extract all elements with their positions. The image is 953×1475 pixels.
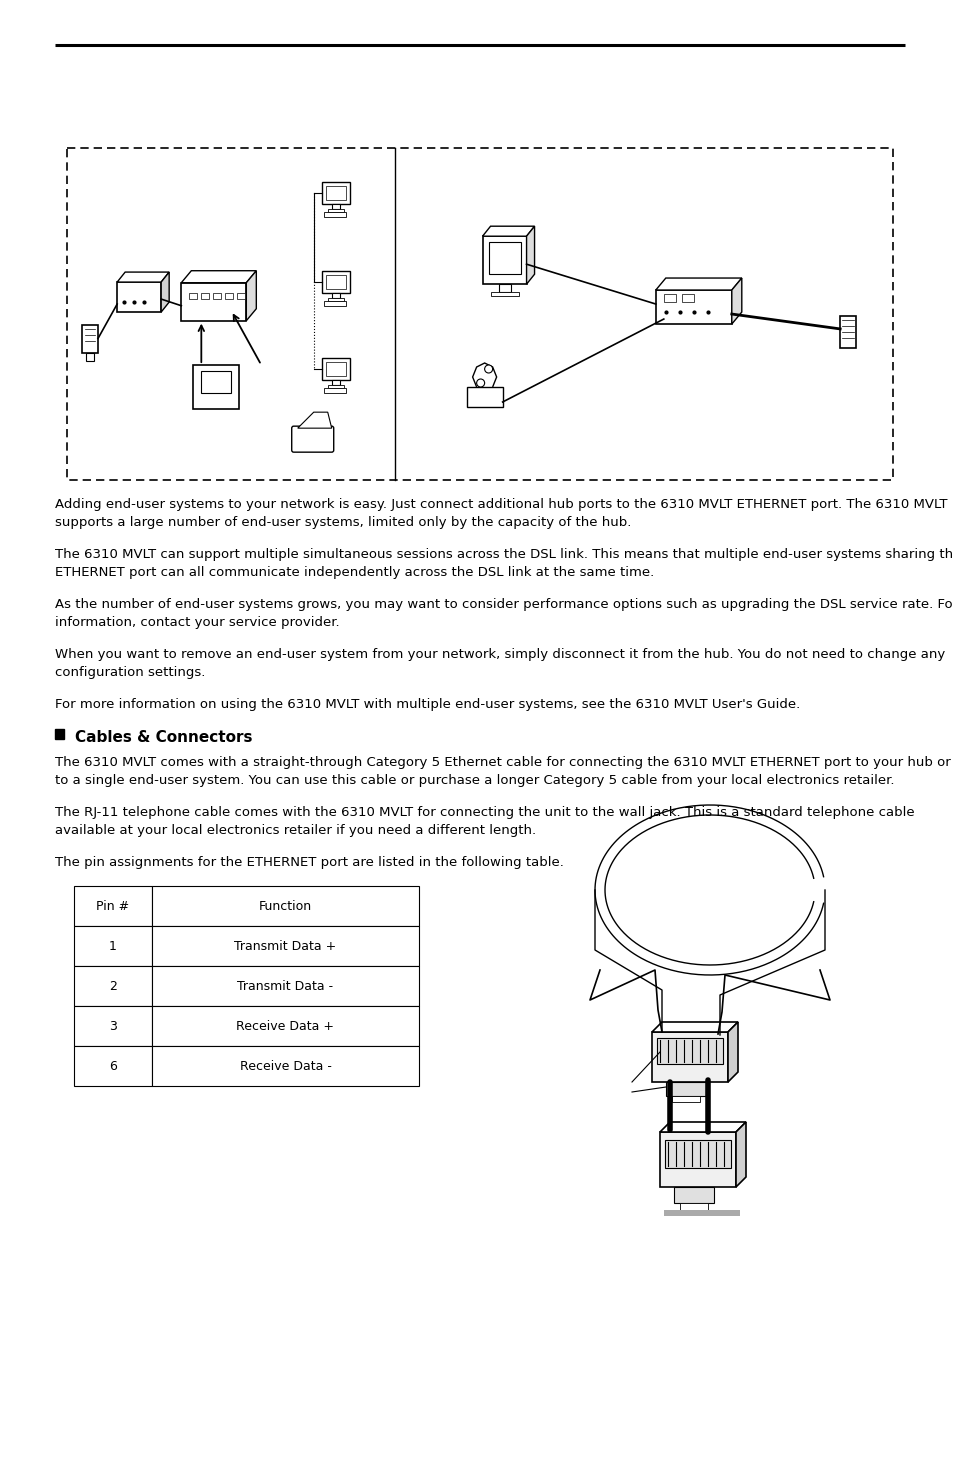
Bar [326, 276, 346, 289]
Bar [74, 966, 152, 1006]
Bar [324, 301, 346, 307]
Text: Adding end-user systems to your network is easy. Just connect additional hub por: Adding end-user systems to your network … [55, 499, 946, 510]
Bar [840, 316, 855, 348]
Text: Transmit Data +: Transmit Data + [234, 940, 336, 953]
Bar [152, 926, 418, 966]
Bar [74, 886, 152, 926]
Text: The 6310 MVLT comes with a straight-through Category 5 Ethernet cable for connec: The 6310 MVLT comes with a straight-thro… [55, 757, 950, 768]
Bar [657, 1038, 722, 1063]
Bar [321, 358, 350, 379]
Bar [152, 966, 418, 1006]
Bar [671, 1096, 700, 1102]
Bar [328, 385, 344, 388]
Bar [225, 292, 233, 299]
Bar [466, 386, 502, 407]
Bar [117, 282, 161, 313]
Text: As the number of end-user systems grows, you may want to consider performance op: As the number of end-user systems grows,… [55, 597, 953, 611]
Text: 6: 6 [109, 1059, 117, 1072]
Text: Receive Data -: Receive Data - [239, 1059, 331, 1072]
Bar [324, 388, 346, 392]
Bar [482, 236, 526, 285]
Bar [152, 886, 418, 926]
Bar [332, 294, 339, 298]
Bar [332, 204, 339, 209]
Text: The RJ-11 telephone cable comes with the 6310 MVLT for connecting the unit to th: The RJ-11 telephone cable comes with the… [55, 805, 914, 819]
Text: 3: 3 [109, 1019, 117, 1032]
Text: For more information on using the 6310 MVLT with multiple end-user systems, see : For more information on using the 6310 M… [55, 698, 800, 711]
Text: Function: Function [258, 900, 312, 913]
Bar [237, 292, 245, 299]
Bar [86, 353, 93, 360]
Bar [200, 372, 231, 392]
Text: Cables & Connectors: Cables & Connectors [75, 730, 253, 745]
Text: supports a large number of end-user systems, limited only by the capacity of the: supports a large number of end-user syst… [55, 516, 631, 530]
Polygon shape [727, 1022, 738, 1083]
Text: 1: 1 [109, 940, 117, 953]
Polygon shape [482, 226, 534, 236]
Text: The 6310 MVLT can support multiple simultaneous sessions across the DSL link. Th: The 6310 MVLT can support multiple simul… [55, 549, 953, 560]
Circle shape [484, 364, 492, 373]
Bar [655, 291, 731, 324]
Bar [82, 324, 98, 353]
Bar [679, 1204, 707, 1211]
Bar [321, 271, 350, 294]
Bar [201, 292, 209, 299]
Polygon shape [731, 279, 741, 324]
Bar [74, 1046, 152, 1086]
Bar [328, 209, 344, 212]
Bar [324, 212, 346, 217]
Polygon shape [526, 226, 534, 285]
Bar [659, 1131, 735, 1187]
Text: The pin assignments for the ETHERNET port are listed in the following table.: The pin assignments for the ETHERNET por… [55, 855, 563, 869]
Text: Pin #: Pin # [96, 900, 130, 913]
Bar [663, 294, 675, 302]
Bar [74, 926, 152, 966]
Bar [651, 1032, 727, 1083]
Text: When you want to remove an end-user system from your network, simply disconnect : When you want to remove an end-user syst… [55, 648, 944, 661]
Polygon shape [655, 279, 741, 291]
Bar [326, 186, 346, 199]
Text: Transmit Data -: Transmit Data - [237, 979, 334, 993]
Polygon shape [735, 1122, 745, 1187]
Bar [328, 298, 344, 301]
Text: configuration settings.: configuration settings. [55, 667, 205, 678]
Bar [152, 1046, 418, 1086]
Bar [681, 294, 693, 302]
Bar [488, 242, 520, 274]
Text: available at your local electronics retailer if you need a different length.: available at your local electronics reta… [55, 825, 536, 836]
Polygon shape [161, 271, 169, 313]
Bar [55, 729, 64, 739]
Bar [74, 1006, 152, 1046]
Bar [326, 361, 346, 376]
Bar [152, 1006, 418, 1046]
Circle shape [476, 379, 484, 386]
Bar [321, 181, 350, 204]
Text: to a single end-user system. You can use this cable or purchase a longer Categor: to a single end-user system. You can use… [55, 774, 894, 788]
Text: information, contact your service provider.: information, contact your service provid… [55, 617, 339, 628]
Polygon shape [117, 271, 169, 282]
Bar [664, 1140, 730, 1168]
Bar [213, 292, 221, 299]
FancyBboxPatch shape [292, 426, 334, 453]
Text: Receive Data +: Receive Data + [236, 1019, 335, 1032]
Bar [189, 292, 197, 299]
Polygon shape [246, 271, 256, 320]
Bar [490, 292, 518, 296]
Text: ETHERNET port can all communicate independently across the DSL link at the same : ETHERNET port can all communicate indepe… [55, 566, 654, 580]
Polygon shape [651, 1022, 738, 1032]
Bar [673, 1187, 713, 1204]
Bar [67, 148, 892, 479]
Bar [332, 379, 339, 385]
Polygon shape [297, 412, 332, 428]
Bar [193, 364, 238, 409]
Polygon shape [181, 271, 256, 283]
Bar [181, 283, 246, 320]
Bar [498, 285, 510, 292]
Bar [663, 1210, 740, 1215]
Bar [665, 1083, 705, 1096]
Text: 2: 2 [109, 979, 117, 993]
Polygon shape [659, 1122, 745, 1131]
